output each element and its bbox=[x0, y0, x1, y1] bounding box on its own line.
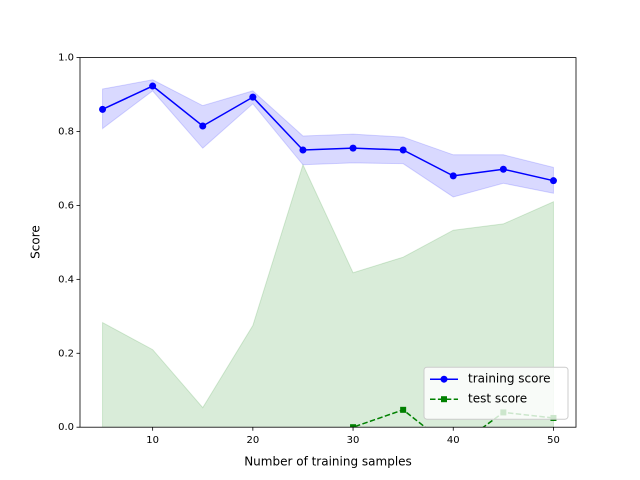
score-line bbox=[102, 85, 554, 182]
marker bbox=[549, 177, 557, 185]
x-axis-label: Number of training samples bbox=[244, 455, 412, 469]
marker bbox=[249, 93, 257, 101]
score-band bbox=[102, 79, 554, 198]
plot-area bbox=[99, 79, 557, 452]
x-tick-label: 40 bbox=[447, 435, 460, 446]
y-tick-label: 0.4 bbox=[58, 274, 74, 285]
marker bbox=[400, 406, 407, 413]
marker bbox=[449, 172, 457, 180]
marker bbox=[99, 105, 107, 113]
marker bbox=[299, 146, 307, 154]
legend-label: test score bbox=[468, 392, 527, 406]
y-tick-label: 0.2 bbox=[58, 348, 74, 359]
legend-marker bbox=[440, 375, 448, 383]
y-tick-label: 0.0 bbox=[58, 422, 74, 433]
marker bbox=[349, 144, 357, 152]
marker bbox=[399, 146, 407, 154]
y-axis-label: Score bbox=[29, 225, 43, 259]
axes-frame bbox=[79, 57, 577, 428]
score-band bbox=[102, 163, 554, 428]
marker bbox=[149, 82, 157, 90]
x-tick-label: 50 bbox=[547, 435, 560, 446]
legend-marker bbox=[441, 396, 447, 403]
marker bbox=[350, 424, 357, 428]
y-tick-label: 0.6 bbox=[58, 200, 74, 211]
x-tick-label: 30 bbox=[347, 435, 360, 446]
marker bbox=[499, 165, 507, 173]
y-tick-label: 0.8 bbox=[58, 127, 74, 138]
legend-label: training score bbox=[468, 372, 551, 386]
marker bbox=[450, 446, 456, 452]
marker bbox=[199, 122, 207, 130]
x-tick-label: 10 bbox=[146, 435, 159, 446]
legend-box bbox=[423, 366, 569, 420]
y-tick-label: 1.0 bbox=[58, 53, 74, 64]
x-tick-label: 20 bbox=[246, 435, 259, 446]
